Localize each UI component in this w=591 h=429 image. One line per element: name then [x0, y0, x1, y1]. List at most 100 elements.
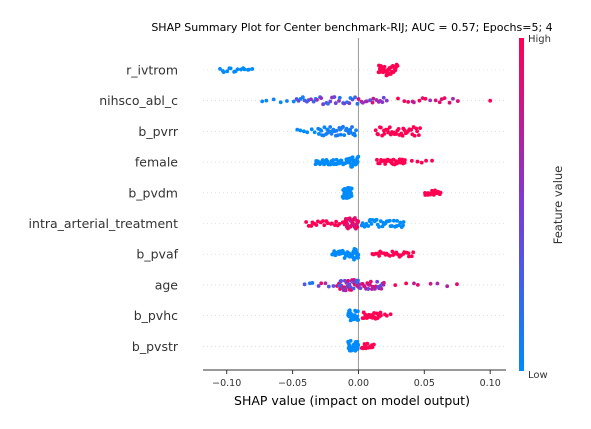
x-tick-label: 0.05 [414, 378, 435, 389]
shap-point-nihsco_abl_c [371, 96, 376, 101]
shap-point-b_pvrr [386, 130, 391, 135]
shap-point-b_pvstr [372, 342, 376, 347]
shap-point-b_pvrr [341, 124, 345, 129]
shap-point-age [343, 288, 348, 293]
shap-point-b_pvrr [309, 127, 314, 132]
shap-point-nihsco_abl_c [360, 100, 365, 105]
shap-point-b_pvrr [322, 125, 327, 130]
shap-point-b_pvrr [319, 128, 324, 133]
shap-point-intra_arterial_treatment [325, 221, 330, 226]
x-tick-label: −0.10 [212, 378, 241, 389]
colorbar-title: Feature value [551, 166, 565, 245]
shap-point-b_pvrr [328, 125, 333, 129]
shap-point-b_pvaf [390, 249, 395, 254]
shap-point-nihsco_abl_c [315, 98, 319, 102]
shap-point-nihsco_abl_c [439, 97, 444, 102]
shap-point-age [366, 287, 371, 291]
shap-point-nihsco_abl_c [423, 96, 428, 101]
shap-point-age [375, 279, 380, 284]
shap-point-female [403, 158, 407, 162]
shap-point-b_pvstr [355, 339, 360, 344]
shap-point-nihsco_abl_c [455, 99, 460, 103]
x-tick-label: −0.05 [278, 378, 307, 389]
shap-point-age [393, 283, 398, 288]
shap-point-female [337, 161, 342, 166]
shap-point-nihsco_abl_c [321, 102, 326, 107]
shap-point-intra_arterial_treatment [356, 219, 361, 224]
shap-point-intra_arterial_treatment [395, 218, 399, 223]
shap-point-intra_arterial_treatment [334, 219, 338, 224]
shap-point-age [323, 281, 328, 286]
shap-point-b_pvdm [349, 186, 354, 191]
shap-point-female [355, 159, 360, 164]
shap-point-b_pvhc [388, 312, 393, 317]
feature-label-b_pvrr: b_pvrr [138, 124, 178, 139]
shap-point-b_pvaf [407, 254, 411, 259]
shap-point-female [328, 162, 333, 167]
feature-label-intra_arterial_treatment: intra_arterial_treatment [29, 216, 179, 231]
shap-point-female [325, 159, 330, 164]
shap-point-b_pvrr [418, 126, 422, 130]
feature-label-b_pvdm: b_pvdm [128, 185, 178, 200]
shap-point-b_pvaf [332, 249, 337, 254]
shap-point-intra_arterial_treatment [401, 220, 406, 224]
shap-point-intra_arterial_treatment [387, 218, 392, 223]
x-tick-label: 0.10 [480, 378, 501, 389]
shap-point-intra_arterial_treatment [309, 224, 314, 228]
shap-point-intra_arterial_treatment [401, 223, 405, 228]
shap-point-r_ivtrom [235, 67, 240, 72]
shap-point-female [409, 158, 414, 163]
shap-point-age [428, 281, 433, 286]
x-tick-label: 0.00 [348, 378, 369, 389]
shap-point-b_pvrr [376, 132, 380, 137]
shap-point-age [404, 281, 409, 286]
shap-point-nihsco_abl_c [347, 101, 352, 106]
shap-point-r_ivtrom [225, 69, 230, 74]
shap-point-intra_arterial_treatment [314, 223, 319, 227]
shap-point-female [356, 154, 361, 159]
shap-point-b_pvrr [416, 133, 421, 138]
shap-point-b_pvrr [373, 128, 378, 133]
shap-point-nihsco_abl_c [428, 98, 433, 103]
shap-point-b_pvrr [301, 129, 306, 134]
shap-point-b_pvrr [342, 133, 347, 138]
shap-point-age [412, 281, 416, 286]
shap-point-b_pvaf [409, 254, 414, 259]
shap-point-age [310, 281, 315, 285]
shap-point-intra_arterial_treatment [374, 217, 379, 222]
shap-point-b_pvaf [411, 250, 416, 255]
shap-point-b_pvrr [353, 133, 357, 138]
shap-point-b_pvaf [352, 257, 356, 262]
shap-point-r_ivtrom [247, 67, 251, 72]
shap-point-r_ivtrom [218, 67, 222, 71]
shap-point-age [445, 284, 450, 289]
shap-point-b_pvstr [361, 346, 365, 351]
shap-point-b_pvrr [305, 130, 310, 135]
shap-point-b_pvhc [356, 318, 361, 322]
shap-point-age [351, 286, 356, 291]
shap-point-r_ivtrom [377, 70, 382, 75]
shap-point-b_pvrr [327, 129, 331, 134]
shap-point-female [424, 158, 428, 163]
shap-point-b_pvrr [382, 131, 387, 136]
shap-point-nihsco_abl_c [396, 96, 400, 101]
shap-point-nihsco_abl_c [353, 95, 357, 100]
shap-point-intra_arterial_treatment [330, 221, 334, 226]
shap-point-intra_arterial_treatment [398, 220, 403, 225]
shap-point-nihsco_abl_c [437, 100, 442, 105]
shap-point-b_pvrr [312, 130, 317, 135]
feature-label-b_pvhc: b_pvhc [134, 308, 178, 323]
shap-point-nihsco_abl_c [333, 101, 338, 106]
shap-point-nihsco_abl_c [264, 98, 269, 103]
shap-point-b_pvaf [406, 251, 411, 256]
feature-label-age: age [155, 277, 179, 292]
shap-point-nihsco_abl_c [337, 99, 341, 103]
shap-point-nihsco_abl_c [271, 97, 276, 102]
shap-point-nihsco_abl_c [384, 98, 389, 103]
shap-point-b_pvrr [400, 133, 405, 138]
shap-point-age [339, 279, 343, 283]
shap-point-nihsco_abl_c [328, 99, 333, 104]
shap-point-female [415, 159, 420, 164]
shap-point-intra_arterial_treatment [377, 225, 381, 229]
